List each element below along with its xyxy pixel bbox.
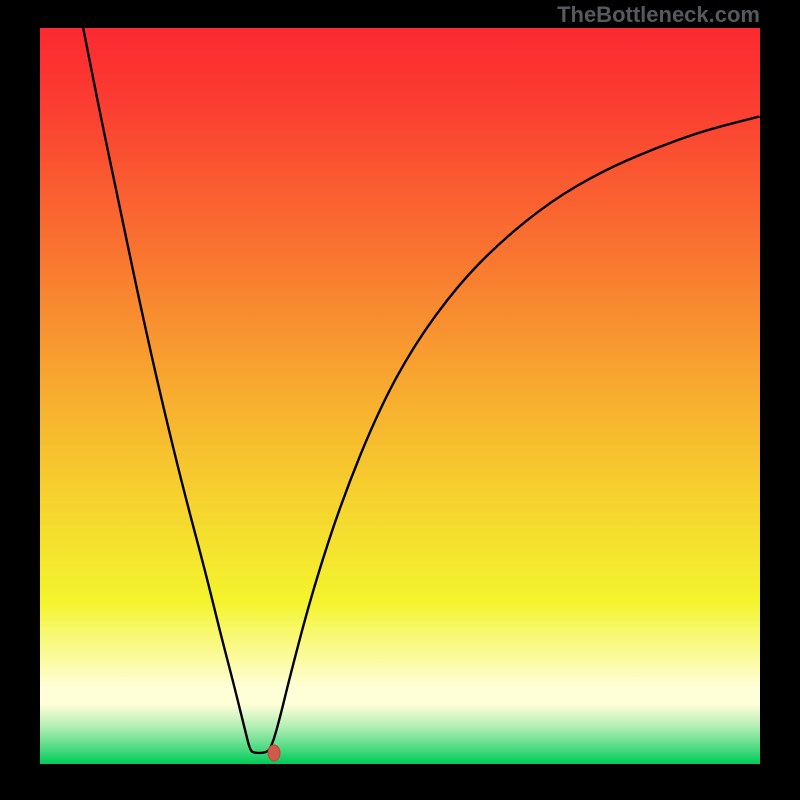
chart-svg [0,0,800,800]
watermark-text: TheBottleneck.com [557,2,760,28]
plot-area [40,28,760,764]
chart-outer: TheBottleneck.com [0,0,800,800]
optimum-marker [268,745,280,761]
